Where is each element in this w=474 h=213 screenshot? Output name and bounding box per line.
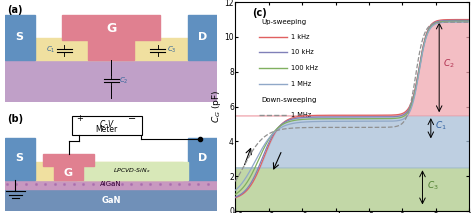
- Text: D: D: [198, 153, 207, 163]
- Text: S: S: [16, 153, 24, 163]
- Text: Down-sweeping: Down-sweeping: [261, 97, 317, 103]
- Bar: [5, 189, 218, 211]
- Text: 1 kHz: 1 kHz: [292, 34, 310, 40]
- Y-axis label: $C_G$ (pF): $C_G$ (pF): [210, 90, 223, 123]
- Text: Meter: Meter: [96, 125, 118, 134]
- Text: G: G: [106, 22, 116, 35]
- Text: 1 MHz: 1 MHz: [292, 112, 312, 118]
- Text: +: +: [76, 114, 82, 123]
- Text: $C_3$: $C_3$: [427, 179, 438, 192]
- Text: $C_2$: $C_2$: [119, 75, 128, 85]
- Bar: [5, 60, 218, 102]
- Text: 10 kHz: 10 kHz: [292, 49, 314, 55]
- Text: S: S: [16, 32, 24, 42]
- Bar: [5, 15, 35, 60]
- Text: −: −: [128, 114, 137, 124]
- Bar: [5, 180, 218, 189]
- Text: $C_1$: $C_1$: [435, 119, 447, 132]
- Text: Up-sweeping: Up-sweeping: [261, 19, 306, 25]
- Text: $C$-$V$: $C$-$V$: [99, 118, 115, 129]
- Text: (a): (a): [7, 5, 22, 15]
- Text: (c): (c): [252, 8, 266, 18]
- Bar: [54, 166, 83, 180]
- Text: (b): (b): [7, 114, 23, 124]
- Text: LPCVD-SiN$_x$: LPCVD-SiN$_x$: [113, 166, 151, 175]
- Text: GaN: GaN: [101, 196, 121, 205]
- Bar: [88, 40, 135, 60]
- Text: 1 MHz: 1 MHz: [292, 81, 312, 86]
- Text: $C_3$: $C_3$: [167, 45, 176, 55]
- Bar: [188, 15, 218, 60]
- Bar: [43, 154, 94, 166]
- Bar: [35, 162, 183, 180]
- Bar: [77, 162, 188, 180]
- Text: $C_1$: $C_1$: [46, 45, 55, 55]
- Bar: [188, 138, 218, 180]
- Text: 100 kHz: 100 kHz: [292, 65, 319, 71]
- Bar: [35, 38, 188, 60]
- Text: G: G: [64, 168, 73, 178]
- Text: AlGaN: AlGaN: [100, 181, 122, 187]
- FancyBboxPatch shape: [72, 116, 142, 135]
- Text: D: D: [198, 32, 207, 42]
- Bar: [5, 138, 35, 180]
- Text: $C_2$: $C_2$: [443, 58, 455, 70]
- Bar: [62, 15, 160, 40]
